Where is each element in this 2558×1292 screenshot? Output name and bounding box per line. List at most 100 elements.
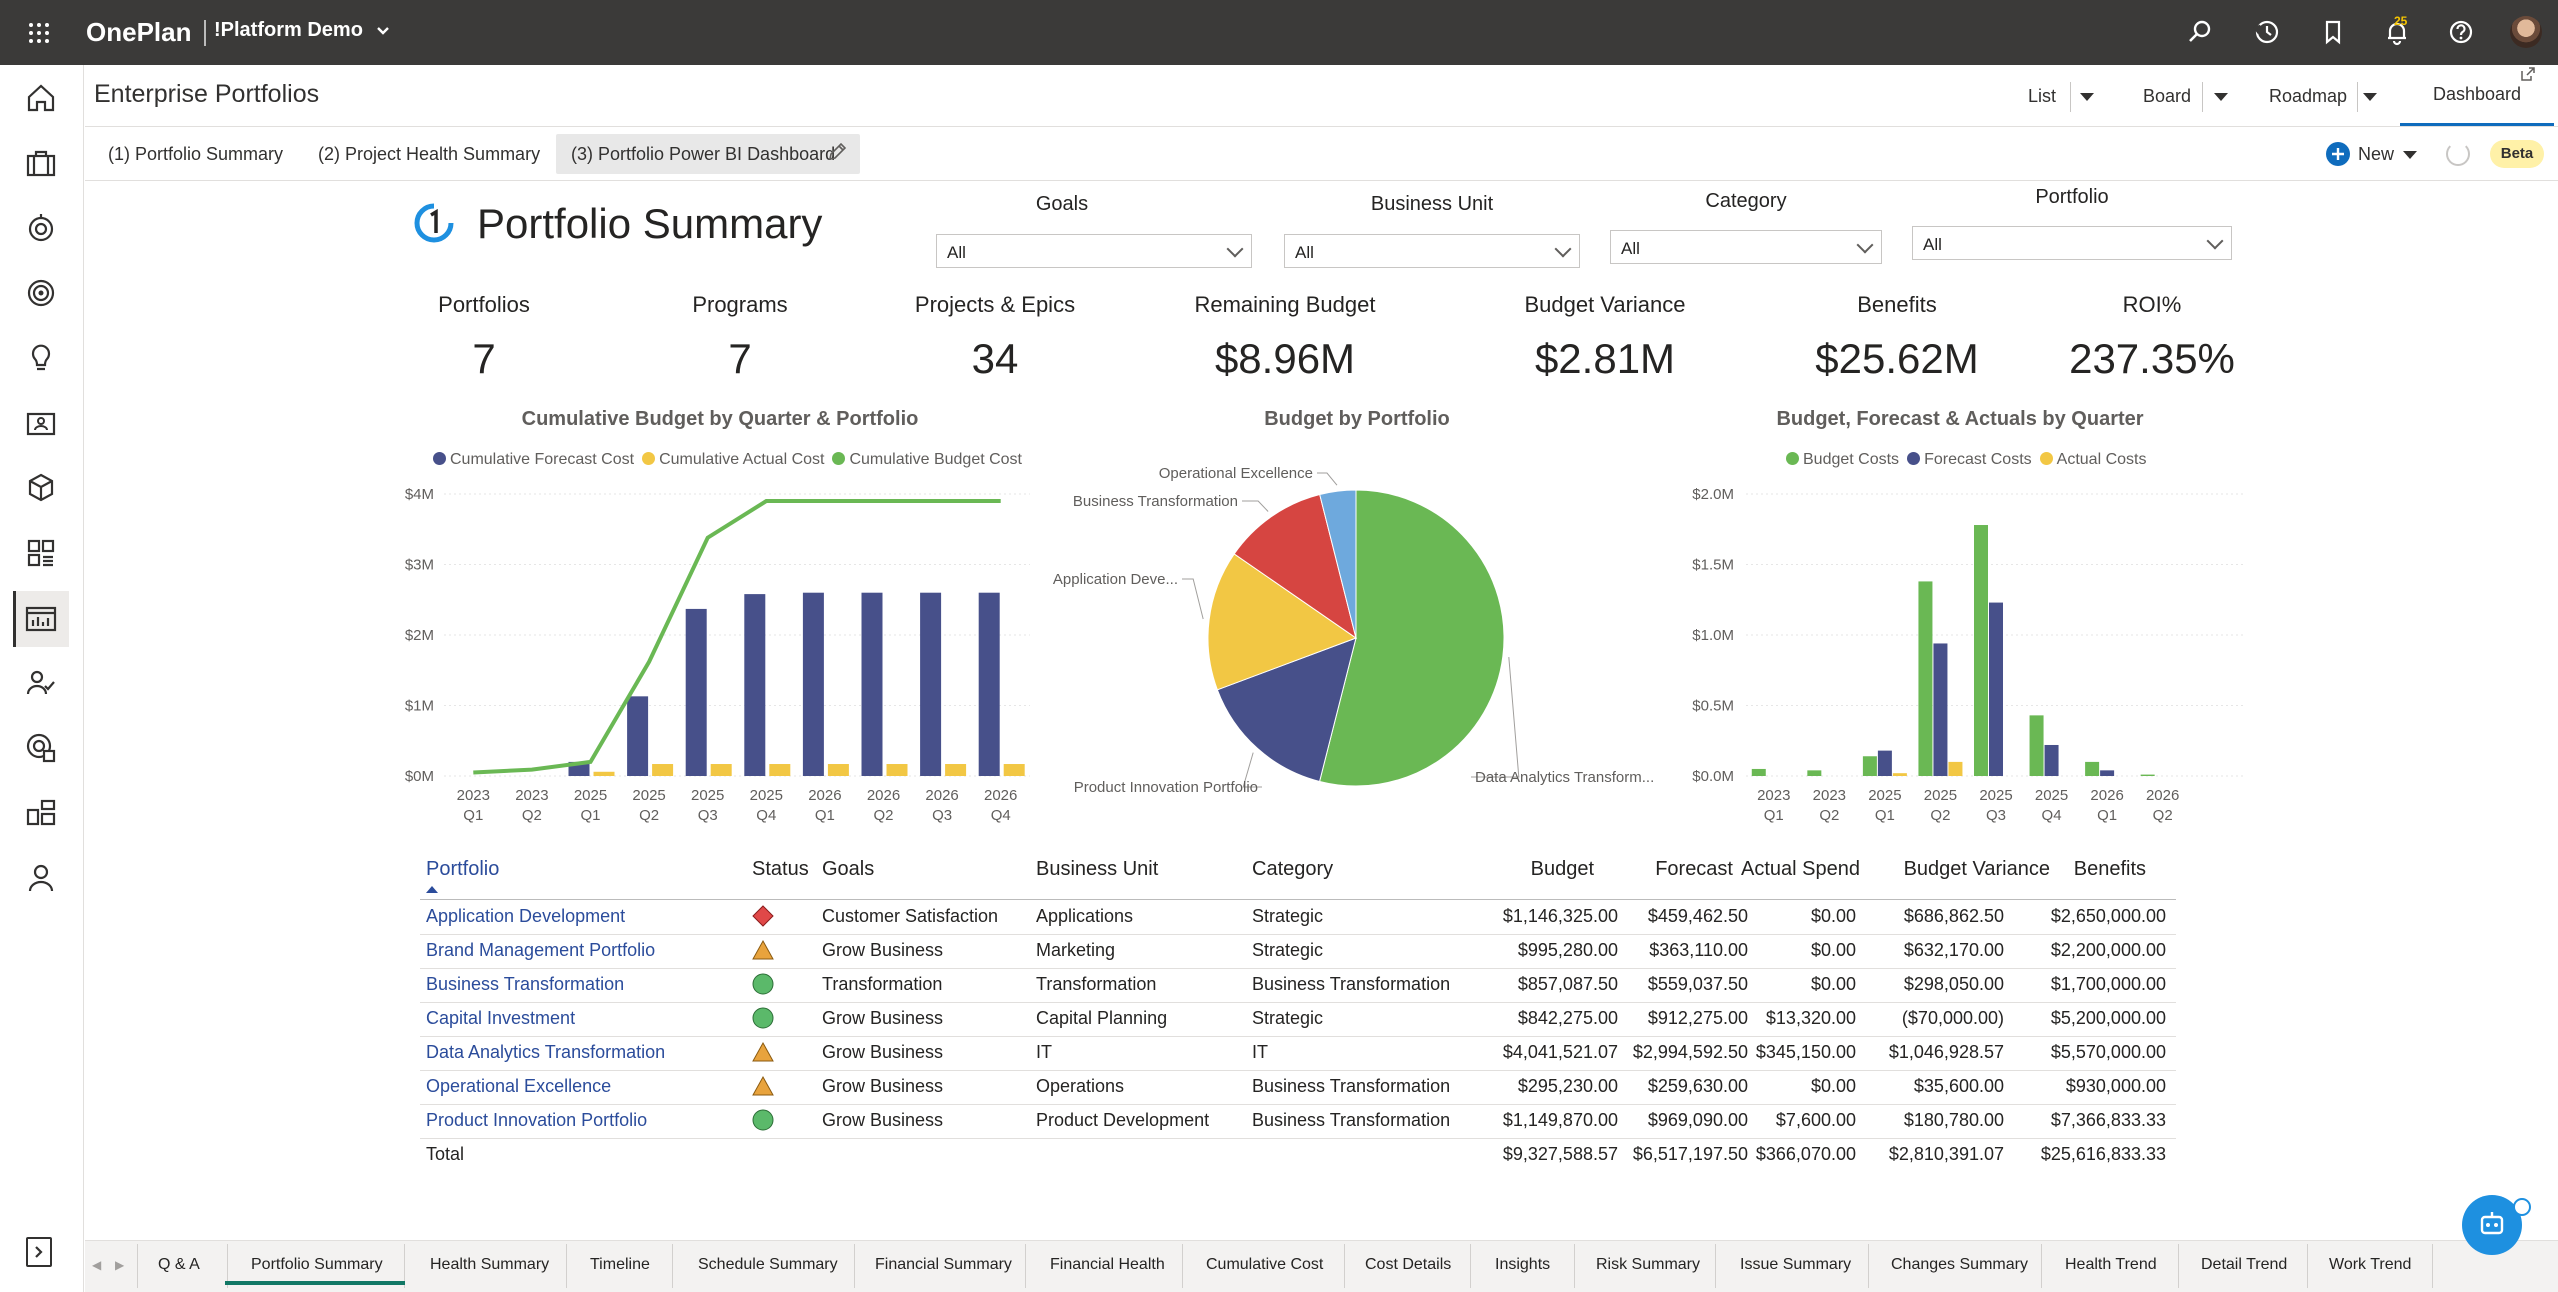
filter-category-label: Category: [1705, 190, 1787, 212]
bookmark-icon[interactable]: [2318, 17, 2348, 47]
portfolio-link[interactable]: Product Innovation Portfolio: [426, 1110, 648, 1130]
briefcase-icon[interactable]: [22, 144, 60, 182]
dashboard-icon[interactable]: [22, 600, 60, 638]
board-caret-icon[interactable]: [2214, 93, 2228, 101]
view-list-button[interactable]: List: [2028, 86, 2057, 106]
column-header-category[interactable]: Category: [1252, 858, 1334, 880]
clock-target-icon[interactable]: [22, 209, 60, 247]
legend-item[interactable]: Actual Costs: [2039, 451, 2146, 468]
help-icon[interactable]: [2446, 17, 2476, 47]
list-caret-icon[interactable]: [2080, 93, 2094, 101]
filter-category-select[interactable]: All: [1610, 230, 1882, 264]
column-header-forecast[interactable]: Forecast: [1655, 858, 1733, 880]
x-tick-label: Q4: [991, 807, 1011, 824]
cubes-icon[interactable]: [22, 469, 60, 507]
card-icon[interactable]: [22, 404, 60, 442]
pencil-icon[interactable]: [826, 141, 848, 163]
search-icon[interactable]: [2185, 17, 2215, 47]
portfolio-link[interactable]: Operational Excellence: [426, 1076, 612, 1096]
column-header-actual-spend[interactable]: Actual Spend: [1741, 858, 1860, 880]
portfolio-link[interactable]: Data Analytics Transformation: [426, 1042, 666, 1062]
column-header-business-unit[interactable]: Business Unit: [1036, 858, 1159, 880]
grid-list-icon[interactable]: [22, 534, 60, 572]
popout-icon[interactable]: [2520, 66, 2536, 82]
brand-logo[interactable]: OnePlan: [86, 17, 192, 47]
page-tab-detail-trend[interactable]: Detail Trend: [2201, 1256, 2288, 1273]
page-tab-cumulative-cost[interactable]: Cumulative Cost: [1206, 1256, 1324, 1273]
legend-item[interactable]: Budget Costs: [1786, 451, 1899, 468]
avatar[interactable]: [2510, 16, 2542, 48]
column-header-budget[interactable]: Budget: [1530, 858, 1594, 880]
org-chart-icon[interactable]: [22, 794, 60, 832]
filter-goals-select[interactable]: All: [936, 234, 1252, 268]
portfolio-link[interactable]: Application Development: [426, 906, 626, 926]
budget-forecast-actuals-chart[interactable]: $0.0M $0.5M $1.0M $1.5M $2.0M 2023 Q1 2023 Q2 202…: [1660, 470, 2260, 850]
cumulative-budget-chart[interactable]: $0M $1M $2M $3M $4M 2023 Q1 2023 Q2 2025 Q1 2025 Q2 2…: [390, 470, 1050, 850]
target-icon[interactable]: [22, 274, 60, 312]
view-dashboard-button[interactable]: Dashboard: [2433, 84, 2522, 104]
page-tab-timeline[interactable]: Timeline: [590, 1256, 650, 1273]
page-tab-health-summary[interactable]: Health Summary: [430, 1256, 550, 1273]
waffle-icon[interactable]: [27, 21, 51, 45]
portfolio-link[interactable]: Business Transformation: [426, 974, 625, 994]
page-tab-issue-summary[interactable]: Issue Summary: [1740, 1256, 1852, 1273]
page-tab-financial-summary[interactable]: Financial Summary: [875, 1256, 1012, 1273]
new-label[interactable]: New: [2358, 144, 2395, 164]
view-roadmap-button[interactable]: Roadmap: [2269, 86, 2348, 106]
bar-2: [1892, 773, 1907, 776]
page-tab-insights[interactable]: Insights: [1495, 1256, 1551, 1273]
legend-item[interactable]: Cumulative Forecast Cost: [433, 451, 634, 468]
page-tab-health-trend[interactable]: Health Trend: [2065, 1256, 2157, 1273]
column-header-status[interactable]: Status: [752, 858, 809, 880]
sidebar-expand-button[interactable]: [26, 1237, 52, 1267]
refresh-icon[interactable]: [2446, 142, 2470, 166]
legend-item[interactable]: Cumulative Budget Cost: [832, 451, 1022, 468]
page-tab-financial-health[interactable]: Financial Health: [1050, 1256, 1165, 1273]
view-board-button[interactable]: Board: [2143, 86, 2192, 106]
tab-portfolio-summary[interactable]: (1) Portfolio Summary: [108, 144, 284, 164]
page-tab-risk-summary[interactable]: Risk Summary: [1596, 1256, 1701, 1273]
legend-label: Cumulative Forecast Cost: [450, 451, 635, 468]
page-tab-changes-summary[interactable]: Changes Summary: [1891, 1256, 2028, 1273]
kpi-projects-value: 34: [971, 335, 1019, 382]
history-icon[interactable]: [2252, 17, 2282, 47]
budget-by-portfolio-pie-chart[interactable]: Data Analytics Transform... Product Innov…: [1040, 460, 1680, 820]
tab-divider: [227, 1244, 228, 1288]
workspace-selector[interactable]: !Platform Demo: [214, 19, 390, 42]
roadmap-caret-icon[interactable]: [2363, 93, 2377, 101]
tab-project-health-summary[interactable]: (2) Project Health Summary: [318, 144, 541, 164]
legend-item[interactable]: Forecast Costs: [1907, 451, 2032, 468]
tab-portfolio-power-bi-dashboard[interactable]: [556, 134, 860, 174]
tab-scroll-left-icon[interactable]: ◀: [92, 1258, 102, 1272]
cell-category: Business Transformation: [1252, 974, 1451, 994]
page-tab-q-a[interactable]: Q & A: [158, 1256, 200, 1273]
column-header-portfolio[interactable]: Portfolio: [426, 858, 500, 880]
chat-assistant-button[interactable]: [2462, 1195, 2522, 1255]
legend-item[interactable]: Cumulative Actual Cost: [642, 451, 824, 468]
column-header-budget-variance[interactable]: Budget Variance: [1903, 858, 2050, 880]
page-tab-cost-details[interactable]: Cost Details: [1365, 1256, 1452, 1273]
bar-actual: [652, 764, 674, 776]
page-tab-schedule-summary[interactable]: Schedule Summary: [698, 1256, 838, 1273]
row-divider: [420, 934, 2176, 935]
x-tick-label: 2025: [632, 787, 665, 804]
column-header-benefits[interactable]: Benefits: [2073, 858, 2146, 880]
person-icon[interactable]: [22, 859, 60, 897]
people-icon[interactable]: [22, 664, 60, 702]
portfolio-link[interactable]: Brand Management Portfolio: [426, 940, 656, 960]
new-caret-icon[interactable]: [2403, 151, 2417, 159]
filter-business-unit-select[interactable]: All: [1284, 234, 1580, 268]
legend-dot-icon: [642, 452, 656, 465]
globe-report-icon[interactable]: [22, 729, 60, 767]
new-button[interactable]: [2326, 142, 2350, 166]
column-header-goals[interactable]: Goals: [822, 858, 875, 880]
bell-icon[interactable]: [2382, 17, 2412, 47]
page-tab-work-trend[interactable]: Work Trend: [2329, 1256, 2412, 1273]
tab-scroll-right-icon[interactable]: ▶: [115, 1258, 125, 1272]
page-tab-portfolio-summary[interactable]: Portfolio Summary: [251, 1256, 383, 1273]
portfolio-link[interactable]: Capital Investment: [426, 1008, 576, 1028]
x-tick-label: 2025: [574, 787, 607, 804]
filter-portfolio-select[interactable]: All: [1912, 226, 2232, 260]
home-icon[interactable]: [22, 79, 60, 117]
lightbulb-icon[interactable]: [22, 339, 60, 377]
